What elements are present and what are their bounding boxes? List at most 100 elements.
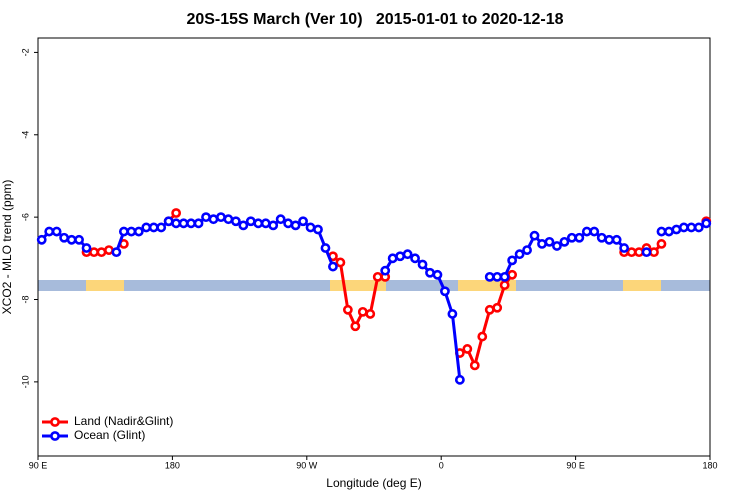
data-point [365, 309, 376, 319]
data-point [596, 232, 607, 243]
data-point [111, 247, 122, 258]
data-point [342, 304, 353, 315]
data-point [447, 309, 458, 319]
data-point [328, 261, 338, 272]
data-point [641, 247, 652, 258]
data-point [514, 249, 525, 260]
data-point [126, 226, 137, 237]
data-point [499, 280, 510, 290]
data-point [171, 218, 182, 229]
data-point [66, 234, 77, 245]
data-point [484, 304, 495, 315]
data-point [649, 247, 659, 258]
data-point [51, 226, 62, 237]
data-point [634, 247, 644, 258]
data-point [268, 220, 279, 231]
data-point [253, 218, 264, 229]
data-point [477, 331, 488, 342]
data-point [335, 257, 346, 268]
data-point [656, 239, 667, 249]
legend-marker [50, 417, 60, 427]
data-point [402, 249, 413, 260]
land-band [623, 280, 661, 291]
y-tick-label: -6 [20, 213, 30, 221]
data-point [671, 224, 682, 235]
x-tick-label: 180 [702, 460, 717, 470]
land-band [458, 280, 516, 291]
data-point [230, 216, 241, 227]
y-tick-label: -4 [20, 131, 30, 139]
legend-label: Ocean (Glint) [74, 428, 145, 442]
series [81, 208, 712, 371]
data-point [544, 236, 555, 247]
data-point [208, 214, 219, 225]
data-point [372, 271, 383, 282]
data-point [320, 243, 331, 253]
data-point [36, 234, 47, 245]
y-tick-label: -2 [20, 48, 30, 56]
data-point [298, 216, 308, 227]
data-point [275, 214, 286, 225]
data-point [507, 269, 518, 280]
data-point [492, 302, 503, 313]
data-point [223, 214, 234, 225]
data-point [387, 253, 398, 264]
data-point [604, 234, 615, 245]
data-point [529, 230, 540, 241]
legend-label: Land (Nadir&Glint) [74, 414, 173, 428]
legend: Land (Nadir&Glint)Ocean (Glint) [42, 414, 173, 442]
data-point [469, 360, 480, 371]
data-point [574, 232, 585, 243]
data-point [193, 218, 204, 229]
data-point [499, 271, 510, 282]
data-point [589, 226, 600, 237]
data-point [611, 234, 622, 245]
data-point [44, 226, 55, 237]
x-tick-label: 0 [439, 460, 444, 470]
data-point [357, 306, 368, 317]
data-point [492, 271, 503, 282]
data-point [148, 222, 159, 233]
data-point [686, 222, 697, 233]
data-point [581, 226, 592, 237]
data-point [96, 247, 107, 258]
data-point [156, 222, 167, 233]
data-point [118, 226, 129, 237]
data-point [313, 224, 323, 235]
data-point [305, 222, 316, 233]
data-point [566, 232, 577, 243]
data-point [507, 255, 518, 266]
data-point [626, 247, 637, 258]
data-point [171, 208, 182, 218]
data-point [656, 226, 667, 237]
data-point [537, 239, 547, 249]
data-point [440, 286, 450, 297]
surface-band [38, 280, 710, 291]
data-point [425, 267, 435, 278]
land-band [86, 280, 124, 291]
data-point [619, 243, 630, 253]
x-tick-label: 90 E [29, 460, 48, 470]
data-point [186, 218, 196, 229]
data-point [432, 269, 443, 280]
data-point [484, 271, 495, 282]
data-point [238, 220, 249, 231]
data-point [216, 212, 226, 223]
y-tick-label: -8 [20, 295, 30, 303]
land-band [330, 280, 386, 291]
x-axis-label: Longitude (deg E) [326, 476, 421, 490]
data-point [678, 222, 689, 233]
data-point [141, 222, 152, 233]
chart-title: 20S-15S March (Ver 10) 2015-01-01 to 202… [186, 11, 563, 28]
data-point [245, 216, 256, 227]
data-point [559, 236, 570, 247]
plot-frame [37, 37, 711, 457]
data-point [522, 245, 532, 255]
data-point [380, 265, 391, 276]
data-point [701, 218, 712, 229]
data-point [417, 259, 428, 270]
legend-marker [50, 431, 60, 441]
data-point [350, 321, 361, 332]
data-point [664, 226, 674, 237]
